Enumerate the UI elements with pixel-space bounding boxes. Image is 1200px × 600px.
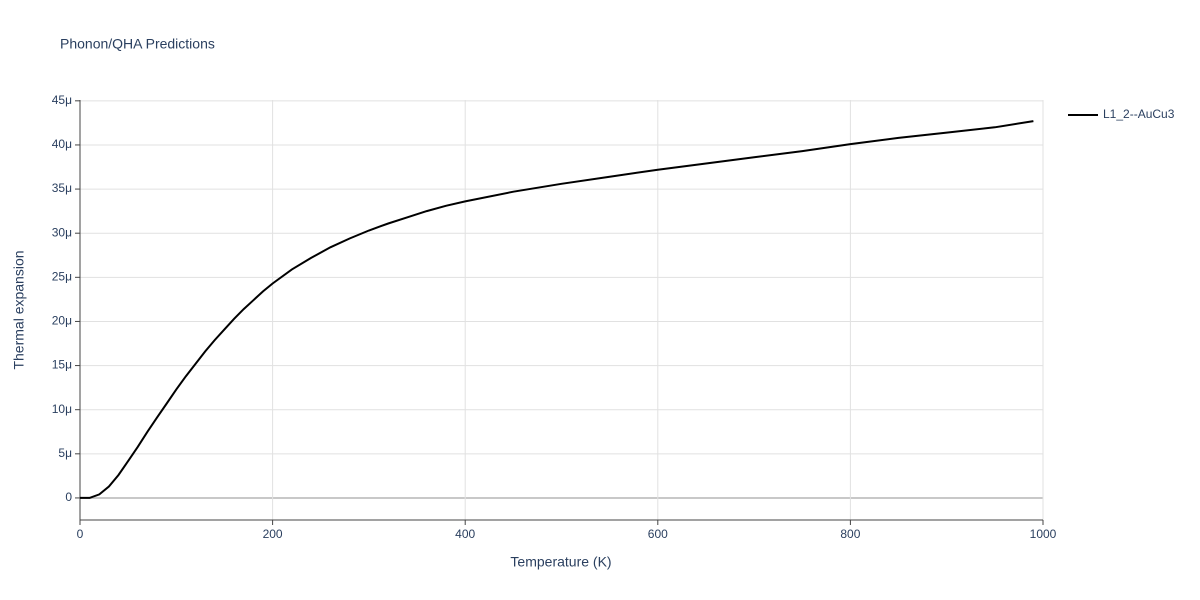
x-tick-label: 1000	[1030, 527, 1057, 541]
y-tick-label: 20μ	[52, 314, 72, 328]
y-tick-label: 0	[65, 490, 72, 504]
y-tick-label: 25μ	[52, 269, 72, 283]
y-tick-label: 40μ	[52, 137, 72, 151]
y-tick-label: 30μ	[52, 225, 72, 239]
legend-label: L1_2--AuCu3	[1103, 107, 1175, 121]
x-axis-label: Temperature (K)	[510, 554, 611, 570]
y-tick-label: 35μ	[52, 181, 72, 195]
y-tick-label: 15μ	[52, 358, 72, 372]
y-tick-label: 45μ	[52, 93, 72, 107]
data-line	[80, 120, 1034, 499]
x-tick-label: 800	[840, 527, 860, 541]
x-tick-label: 0	[77, 527, 84, 541]
y-tick-label: 10μ	[52, 402, 72, 416]
x-tick-label: 600	[648, 527, 668, 541]
chart-title: Phonon/QHA Predictions	[60, 36, 215, 52]
y-axis-label: Thermal expansion	[11, 250, 27, 369]
x-tick-label: 200	[263, 527, 283, 541]
x-tick-label: 400	[455, 527, 475, 541]
y-tick-label: 5μ	[58, 446, 72, 460]
